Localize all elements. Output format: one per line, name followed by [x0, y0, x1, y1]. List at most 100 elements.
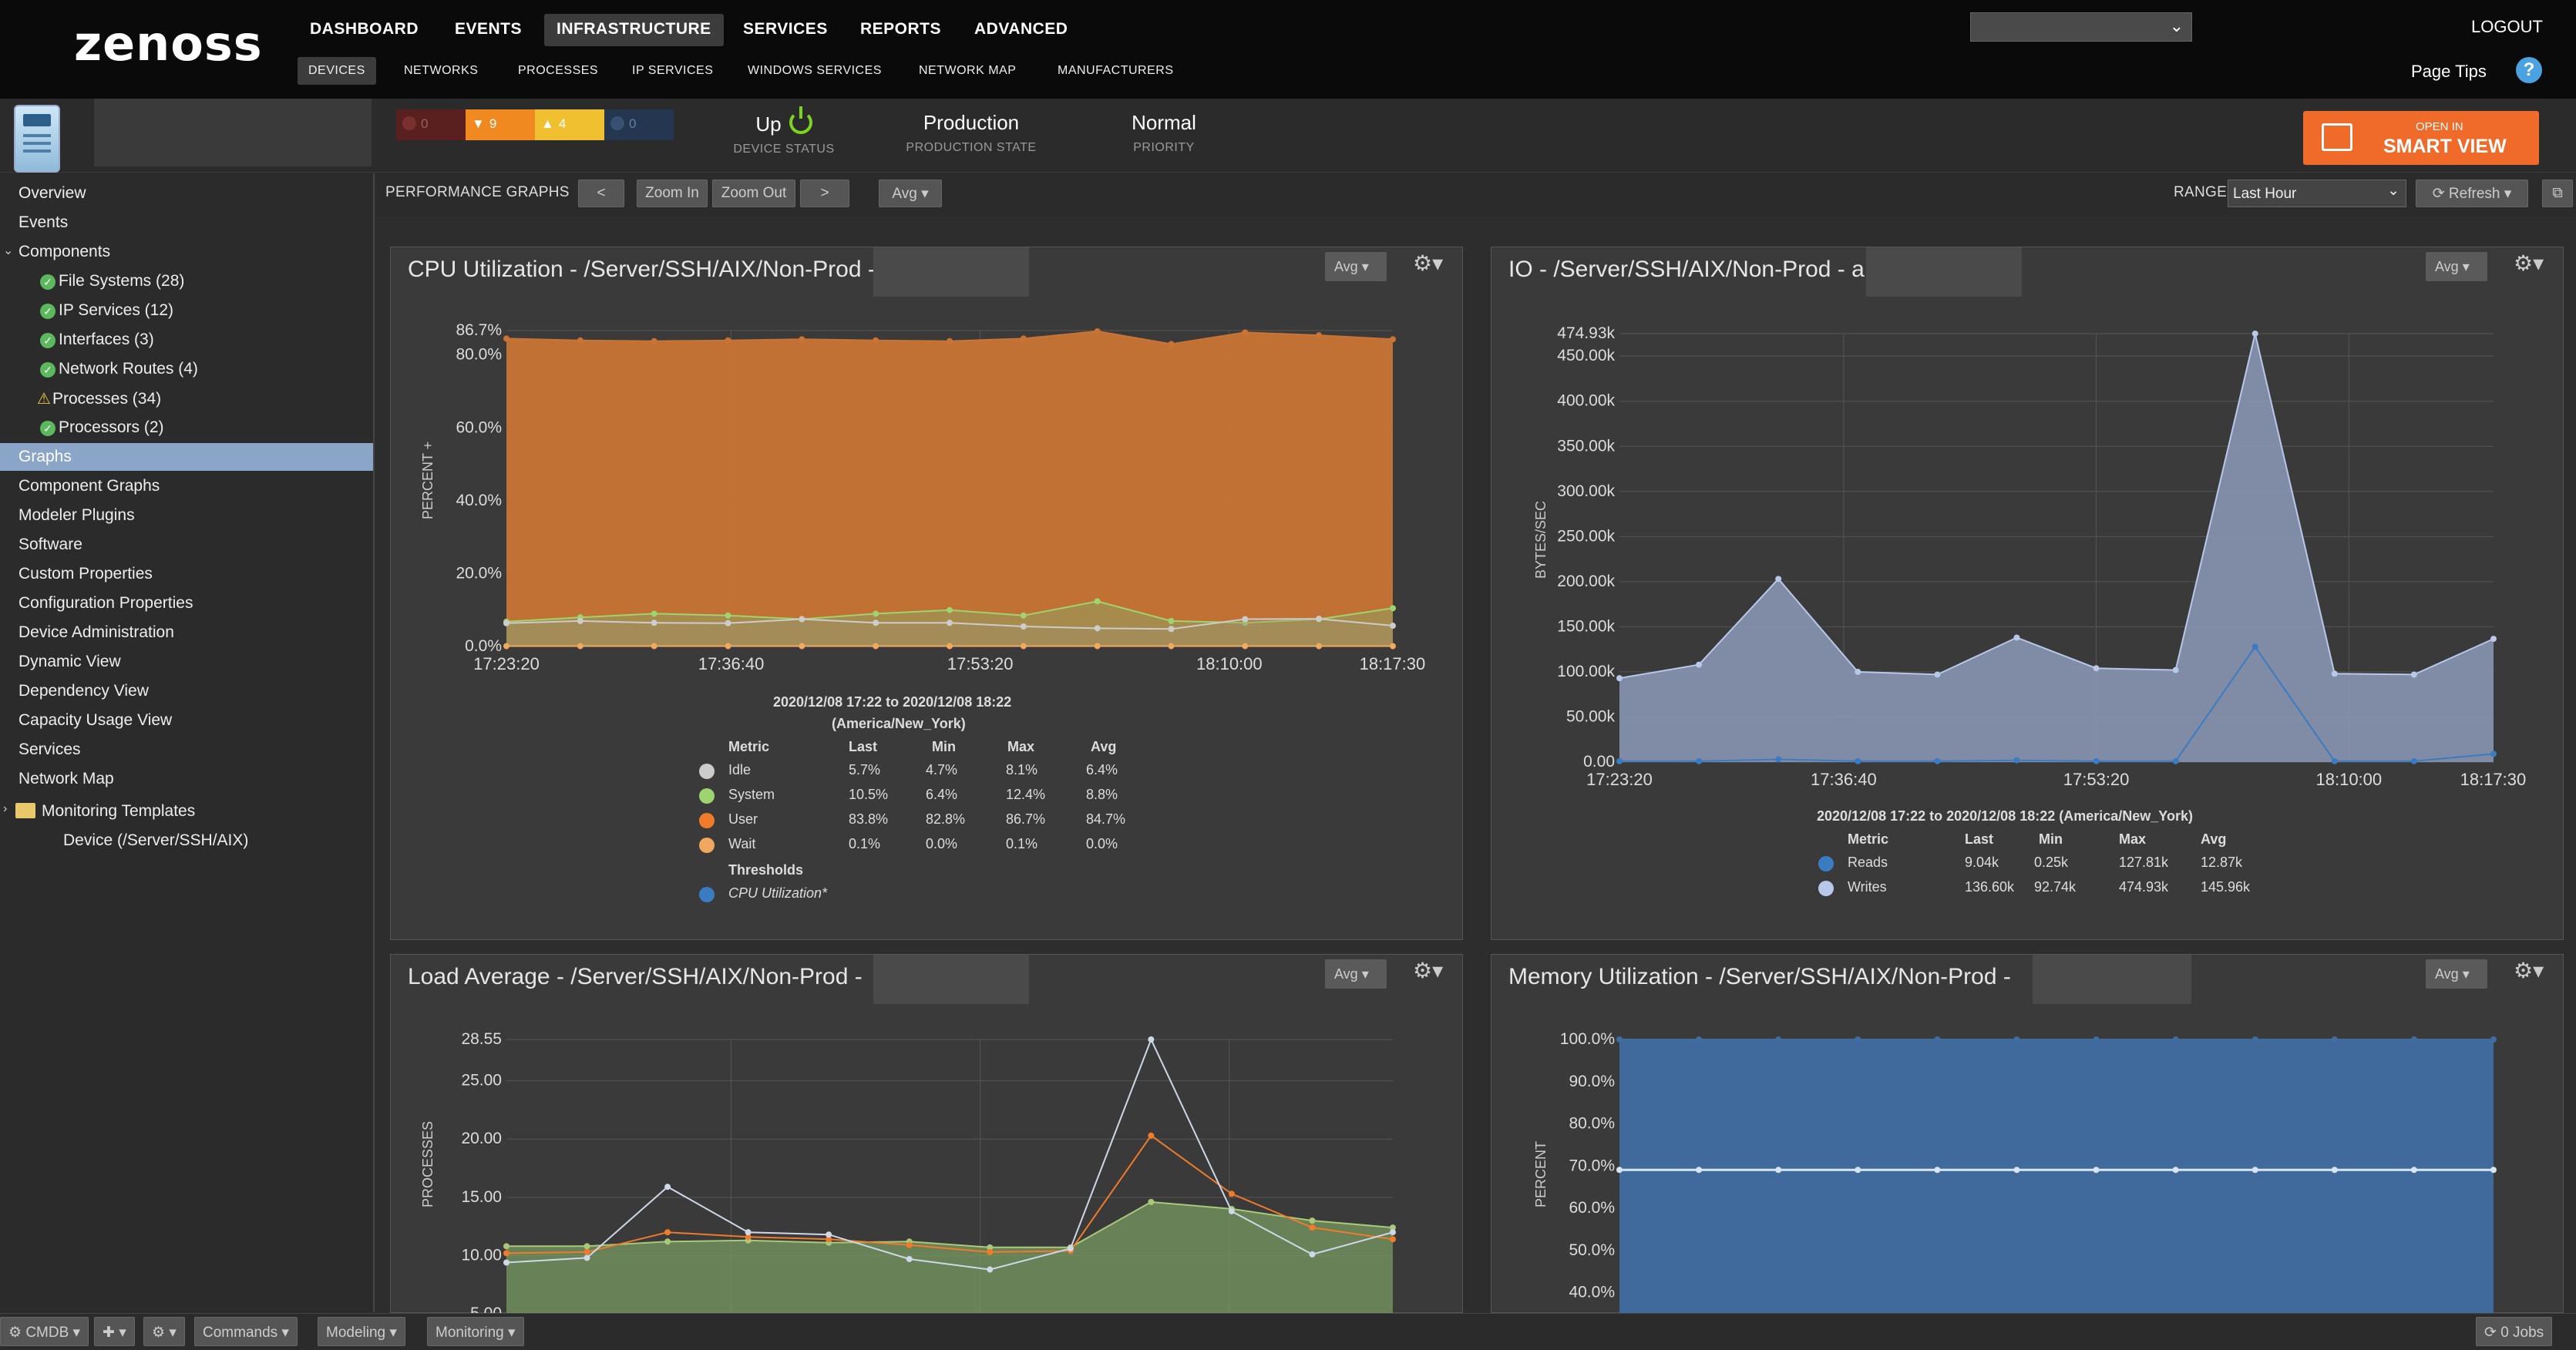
data-point [1855, 1036, 1861, 1043]
sidebar-item-custom-properties[interactable]: Custom Properties [18, 565, 153, 583]
nav-reports[interactable]: REPORTS [860, 20, 942, 38]
subnav-ip-services[interactable]: IP SERVICES [632, 64, 714, 77]
global-search-dropdown[interactable]: ⌄ [1970, 12, 2192, 42]
nav-events[interactable]: EVENTS [455, 20, 523, 38]
sidebar-item-component-graphs[interactable]: Component Graphs [18, 477, 160, 495]
sidebar-item-dependency-view[interactable]: Dependency View [18, 682, 149, 700]
nav-advanced[interactable]: ADVANCED [974, 20, 1068, 38]
sidebar-item-dynamic-view[interactable]: Dynamic View [18, 653, 121, 670]
data-point [1616, 1167, 1623, 1174]
gear-icon[interactable]: ⚙▾ [2514, 251, 2544, 275]
zenoss-logo[interactable]: zenoss [74, 15, 263, 72]
jobs-button[interactable]: ⟳ 0 Jobs [2476, 1317, 2553, 1346]
legend-row-threshold[interactable]: CPU Utilization* [699, 885, 1007, 908]
legend-row-writes[interactable]: Writes 136.60k 92.74k 474.93k 145.96k [1491, 879, 2564, 902]
legend-row-idle[interactable]: Idle 5.7% 4.7% 8.1% 6.4% [391, 762, 1464, 785]
sidebar-item-network-map[interactable]: Network Map [18, 770, 114, 788]
next-range-button[interactable]: > [800, 180, 849, 207]
legend-swatch [699, 887, 715, 902]
panel-aggregation-dropdown[interactable]: Avg ▾ [2426, 252, 2487, 281]
event-count-info[interactable]: 0 [604, 109, 674, 140]
subnav-processes[interactable]: PROCESSES [518, 64, 599, 77]
refresh-button[interactable]: ⟳ Refresh ▾ [2416, 180, 2528, 207]
logout-link[interactable]: LOGOUT [2471, 17, 2543, 36]
previous-range-button[interactable]: < [578, 180, 624, 207]
data-point [725, 612, 731, 619]
sidebar-item-interfaces[interactable]: ✓ Interfaces (3) [0, 326, 373, 354]
aggregation-dropdown[interactable]: Avg ▾ [879, 180, 942, 207]
sidebar-item-configuration-properties[interactable]: Configuration Properties [18, 594, 193, 612]
open-in-smart-view-button[interactable]: OPEN IN SMART VIEW [2303, 111, 2539, 165]
monitoring-button[interactable]: Monitoring ▾ [427, 1317, 524, 1346]
legend-row-reads[interactable]: Reads 9.04k 0.25k 127.81k 12.87k [1491, 855, 2564, 878]
zoom-in-button[interactable]: Zoom In [637, 180, 708, 207]
legend-last: 83.8% [849, 811, 889, 827]
sidebar-item-graphs[interactable]: Graphs [0, 443, 373, 471]
x-tick-label: 18:10:00 [1196, 654, 1263, 673]
sidebar-item-overview[interactable]: Overview [18, 184, 86, 202]
sidebar-item-events[interactable]: Events [18, 213, 69, 231]
gear-icon[interactable]: ⚙▾ [1413, 251, 1444, 275]
event-count-critical[interactable]: 0 [396, 109, 466, 140]
y-tick-label: 60.0% [1569, 1199, 1615, 1217]
sidebar-item-device-template[interactable]: Device (/Server/SSH/AIX) [63, 831, 249, 849]
sidebar-item-processes[interactable]: ⚠Processes (34) [37, 390, 162, 408]
sidebar-item-software[interactable]: Software [18, 536, 82, 553]
subnav-manufacturers[interactable]: MANUFACTURERS [1058, 64, 1174, 77]
sidebar-item-monitoring-templates[interactable]: › Monitoring Templates [3, 802, 196, 820]
panel-aggregation-dropdown[interactable]: Avg ▾ [1325, 959, 1387, 989]
series-line-s2 [506, 1134, 1394, 1254]
gear-icon[interactable]: ⚙▾ [2514, 959, 2544, 982]
event-count-error[interactable]: ▼ 9 [466, 109, 535, 140]
data-point [725, 643, 731, 650]
data-point [2013, 1036, 2020, 1043]
server-device-icon [14, 105, 60, 173]
nav-dashboard[interactable]: DASHBOARD [310, 20, 419, 38]
subnav-networks[interactable]: NETWORKS [404, 64, 479, 77]
sidebar-item-components[interactable]: ⌄ Components [3, 243, 111, 260]
subnav-devices[interactable]: DEVICES [298, 57, 376, 85]
y-tick-label: 10.00 [461, 1246, 502, 1264]
x-tick-label: 17:36:40 [1811, 770, 1877, 789]
y-axis-label: PERCENT [1533, 1141, 1549, 1207]
event-count-warning[interactable]: ▲ 4 [535, 109, 604, 140]
sidebar-item-device-administration[interactable]: Device Administration [18, 623, 174, 641]
sidebar-item-services[interactable]: Services [18, 740, 81, 758]
export-icon[interactable]: ⧉ [2542, 180, 2573, 207]
nav-services[interactable]: SERVICES [743, 20, 828, 38]
gear-icon[interactable]: ⚙▾ [1413, 959, 1444, 982]
zoom-out-button[interactable]: Zoom Out [712, 180, 795, 207]
cmdb-button[interactable]: ⚙ CMDB ▾ [0, 1317, 89, 1346]
panel-aggregation-dropdown[interactable]: Avg ▾ [2426, 959, 2487, 989]
sidebar-item-network-routes[interactable]: ✓ Network Routes (4) [0, 355, 373, 383]
legend-row-system[interactable]: System 10.5% 6.4% 12.4% 8.8% [391, 787, 1464, 810]
modeling-button[interactable]: Modeling ▾ [318, 1317, 405, 1346]
page-tips-link[interactable]: Page Tips [2411, 62, 2487, 81]
smart-view-chart-icon [2322, 123, 2352, 151]
range-select[interactable]: Last Hour ⌄ [2228, 180, 2406, 207]
panel-aggregation-dropdown[interactable]: Avg ▾ [1325, 252, 1387, 281]
data-point [987, 1244, 994, 1251]
caret-down-icon: ▾ [921, 186, 929, 202]
add-button[interactable]: ✚ ▾ [94, 1317, 135, 1346]
data-point [1390, 623, 1396, 630]
data-point [2490, 751, 2497, 757]
nav-infrastructure[interactable]: INFRASTRUCTURE [544, 14, 724, 46]
sidebar-item-ip-services[interactable]: ✓ IP Services (12) [0, 297, 373, 324]
subnav-network-map[interactable]: NETWORK MAP [919, 64, 1017, 77]
data-point [2172, 1167, 2179, 1174]
sidebar-item-processors[interactable]: ✓ Processors (2) [0, 414, 373, 442]
data-point [2172, 757, 2179, 764]
sidebar-item-capacity-usage-view[interactable]: Capacity Usage View [18, 711, 173, 729]
commands-button[interactable]: Commands ▾ [194, 1317, 298, 1346]
legend-row-user[interactable]: User 83.8% 82.8% 86.7% 84.7% [391, 811, 1464, 835]
sidebar-item-file-systems[interactable]: ✓ File Systems (28) [0, 267, 373, 295]
legend-row-wait[interactable]: Wait 0.1% 0.0% 0.1% 0.0% [391, 836, 1464, 859]
data-point [1020, 335, 1027, 342]
actions-gear-button[interactable]: ⚙ ▾ [143, 1317, 185, 1346]
subnav-windows-services[interactable]: WINDOWS SERVICES [748, 64, 882, 77]
help-icon[interactable]: ? [2516, 57, 2542, 83]
data-point [2093, 665, 2100, 672]
data-point [2331, 670, 2338, 677]
sidebar-item-modeler-plugins[interactable]: Modeler Plugins [18, 506, 135, 524]
